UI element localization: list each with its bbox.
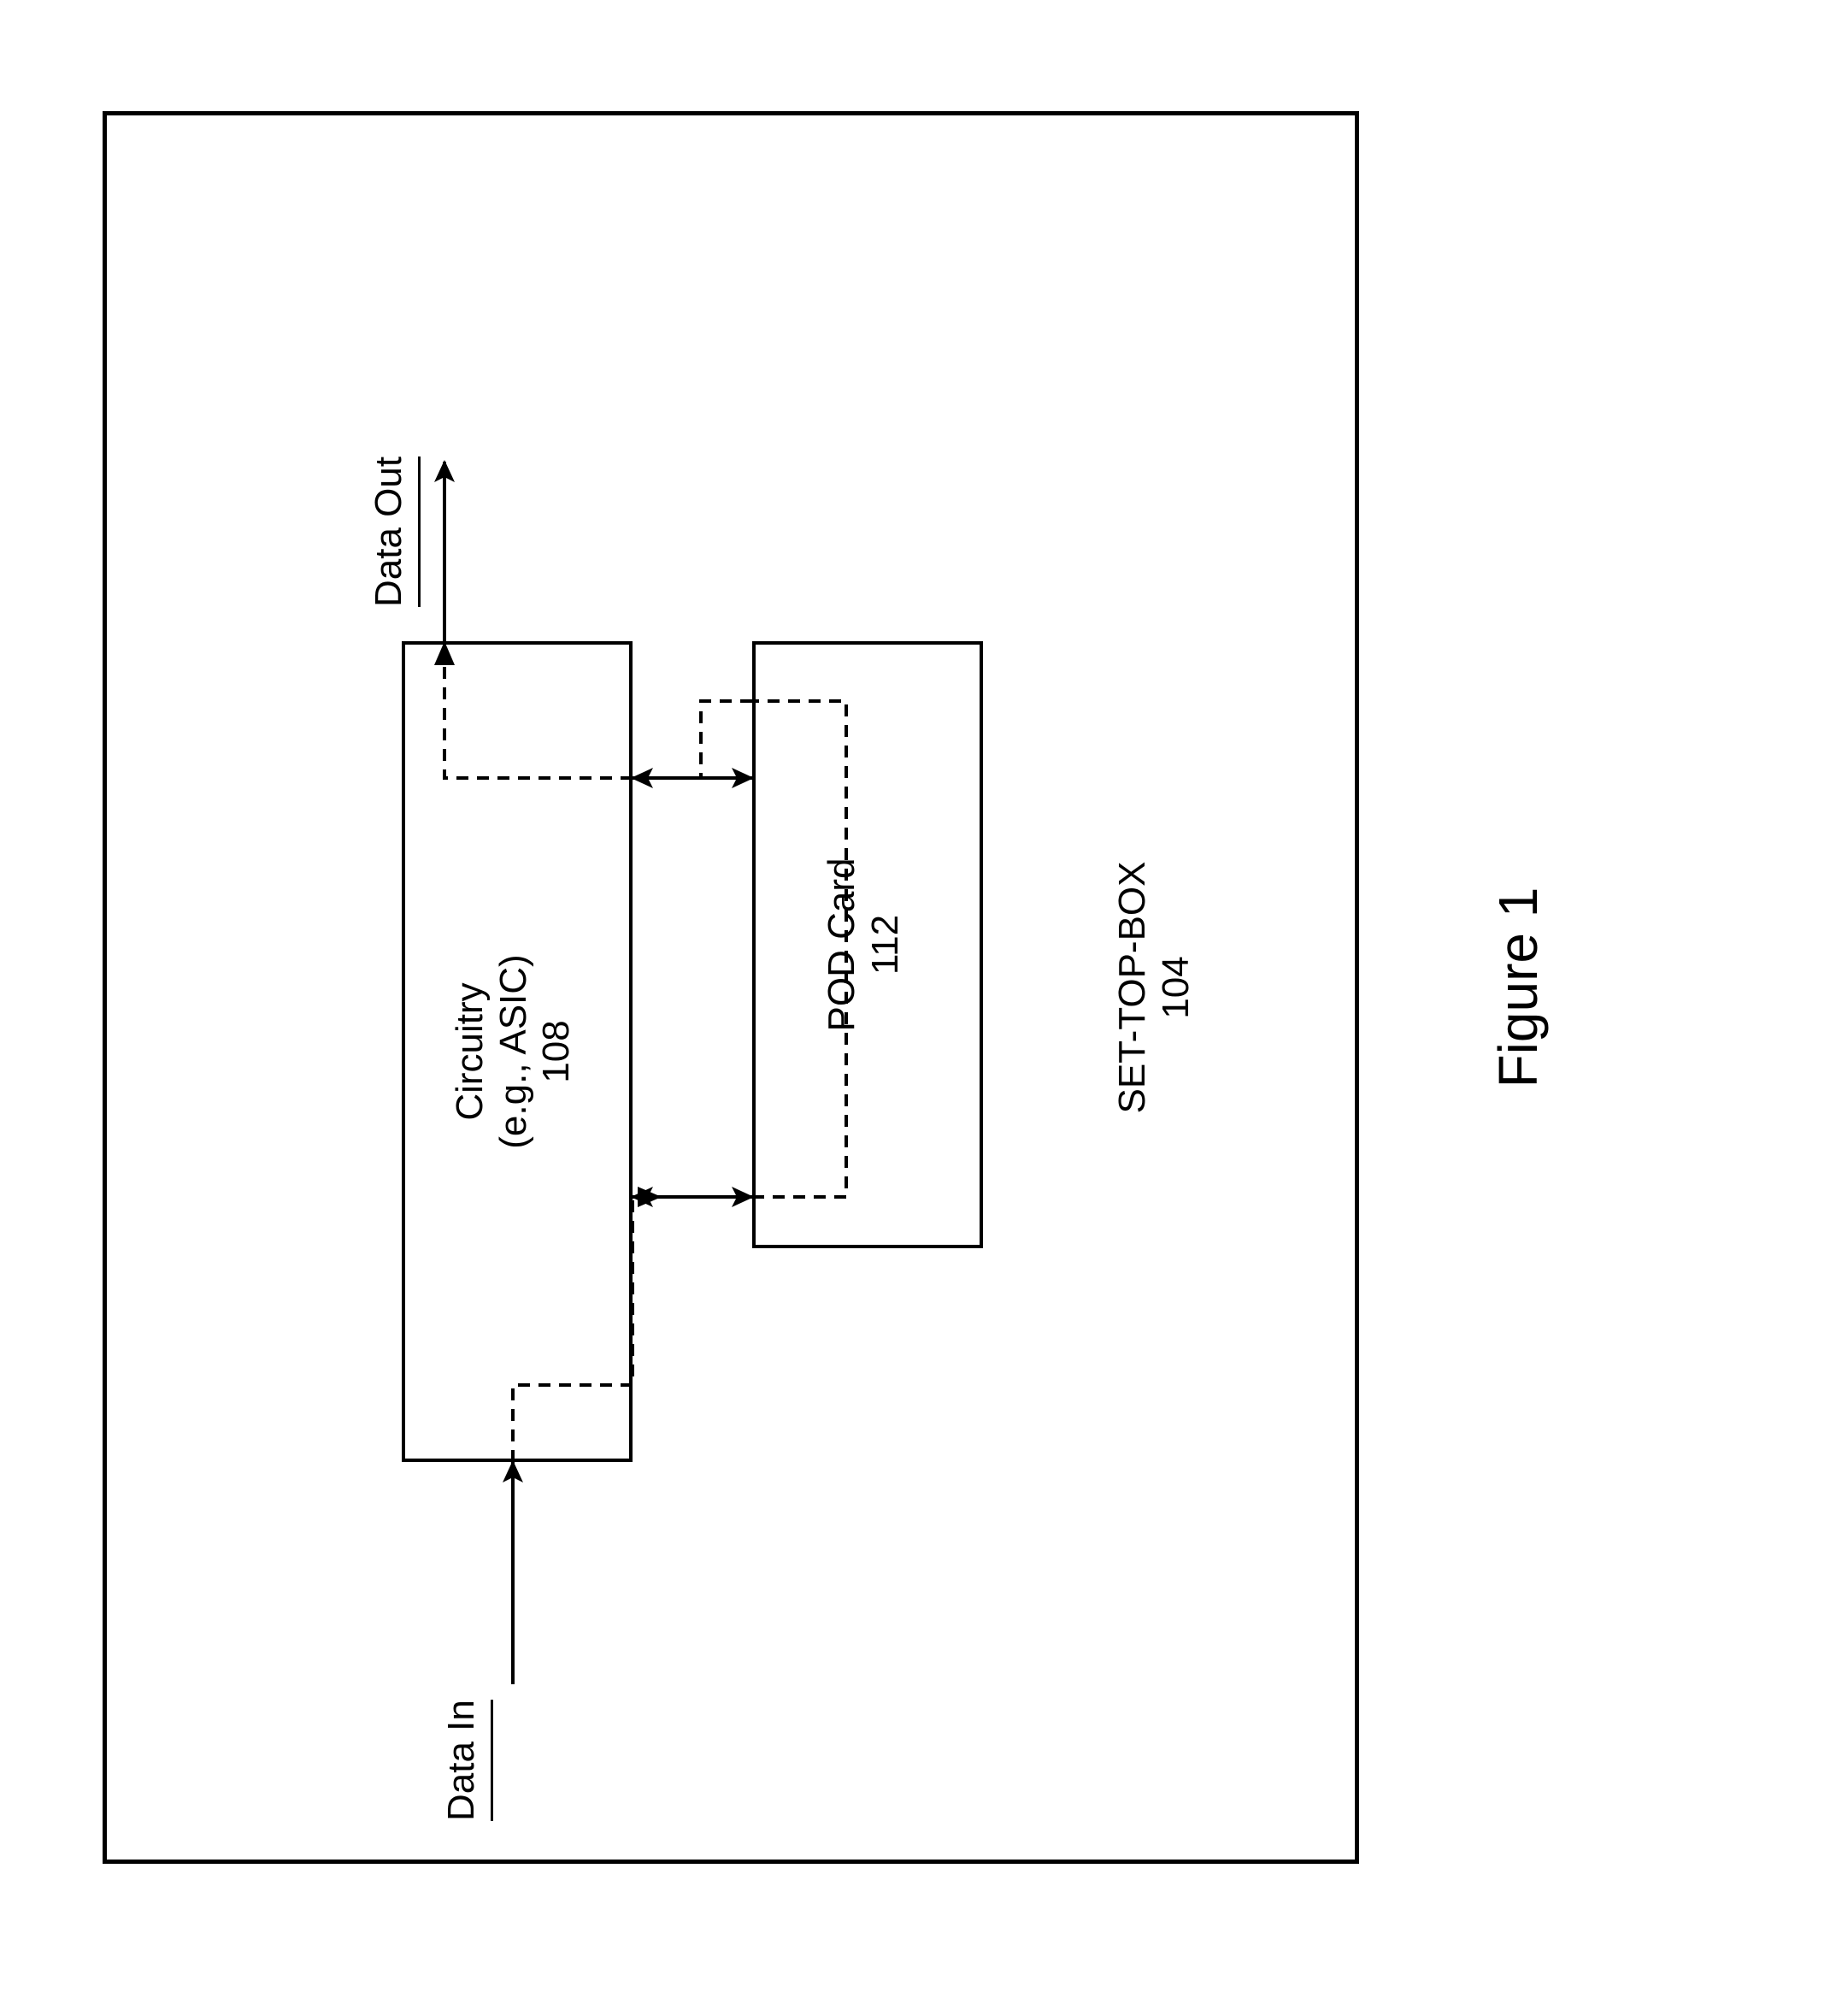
dash-right-exithead <box>434 641 455 665</box>
dash-inside-pod <box>752 701 846 1197</box>
dash-inside-asic-right <box>444 641 633 778</box>
diagram-rotated-container: Circuitry (e.g., ASIC) 108 POD Card 112 … <box>103 111 1624 1864</box>
dash-right-rise <box>633 701 752 778</box>
connectors-svg <box>103 111 1359 1864</box>
dash-inside-asic-left <box>513 1197 633 1462</box>
figure-caption: Figure 1 <box>1487 111 1551 1864</box>
